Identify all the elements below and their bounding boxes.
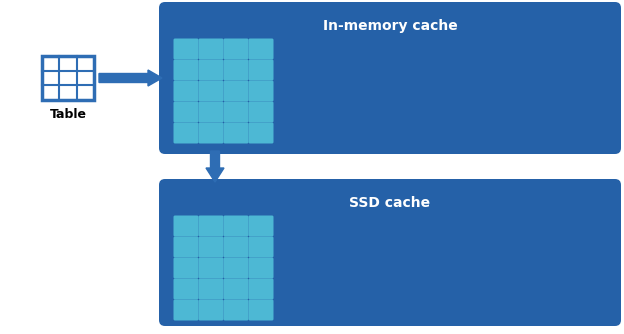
FancyBboxPatch shape bbox=[173, 102, 198, 123]
FancyBboxPatch shape bbox=[248, 215, 273, 236]
FancyBboxPatch shape bbox=[173, 279, 198, 300]
FancyBboxPatch shape bbox=[198, 215, 223, 236]
FancyBboxPatch shape bbox=[223, 59, 248, 80]
FancyBboxPatch shape bbox=[248, 258, 273, 279]
FancyBboxPatch shape bbox=[198, 236, 223, 258]
FancyBboxPatch shape bbox=[223, 258, 248, 279]
FancyArrow shape bbox=[206, 151, 224, 182]
FancyBboxPatch shape bbox=[198, 38, 223, 59]
FancyBboxPatch shape bbox=[223, 102, 248, 123]
FancyBboxPatch shape bbox=[248, 38, 273, 59]
FancyBboxPatch shape bbox=[223, 80, 248, 102]
FancyBboxPatch shape bbox=[42, 56, 94, 100]
FancyBboxPatch shape bbox=[223, 279, 248, 300]
FancyBboxPatch shape bbox=[173, 59, 198, 80]
FancyBboxPatch shape bbox=[223, 123, 248, 144]
FancyBboxPatch shape bbox=[223, 236, 248, 258]
FancyBboxPatch shape bbox=[248, 59, 273, 80]
FancyBboxPatch shape bbox=[223, 215, 248, 236]
FancyBboxPatch shape bbox=[198, 279, 223, 300]
FancyBboxPatch shape bbox=[159, 2, 621, 154]
FancyBboxPatch shape bbox=[173, 215, 198, 236]
FancyBboxPatch shape bbox=[248, 236, 273, 258]
FancyBboxPatch shape bbox=[159, 179, 621, 326]
FancyBboxPatch shape bbox=[198, 123, 223, 144]
FancyBboxPatch shape bbox=[198, 59, 223, 80]
FancyBboxPatch shape bbox=[173, 258, 198, 279]
FancyBboxPatch shape bbox=[173, 123, 198, 144]
FancyArrow shape bbox=[99, 70, 162, 86]
FancyBboxPatch shape bbox=[173, 300, 198, 321]
Text: SSD cache: SSD cache bbox=[349, 196, 431, 210]
FancyBboxPatch shape bbox=[248, 279, 273, 300]
FancyBboxPatch shape bbox=[198, 258, 223, 279]
FancyBboxPatch shape bbox=[173, 38, 198, 59]
FancyBboxPatch shape bbox=[198, 80, 223, 102]
FancyBboxPatch shape bbox=[248, 123, 273, 144]
FancyBboxPatch shape bbox=[248, 102, 273, 123]
FancyBboxPatch shape bbox=[173, 80, 198, 102]
FancyBboxPatch shape bbox=[223, 300, 248, 321]
Text: Table: Table bbox=[49, 108, 87, 121]
Text: In-memory cache: In-memory cache bbox=[323, 19, 457, 33]
FancyBboxPatch shape bbox=[223, 38, 248, 59]
FancyBboxPatch shape bbox=[173, 236, 198, 258]
FancyBboxPatch shape bbox=[198, 102, 223, 123]
FancyBboxPatch shape bbox=[248, 300, 273, 321]
FancyBboxPatch shape bbox=[198, 300, 223, 321]
FancyBboxPatch shape bbox=[248, 80, 273, 102]
